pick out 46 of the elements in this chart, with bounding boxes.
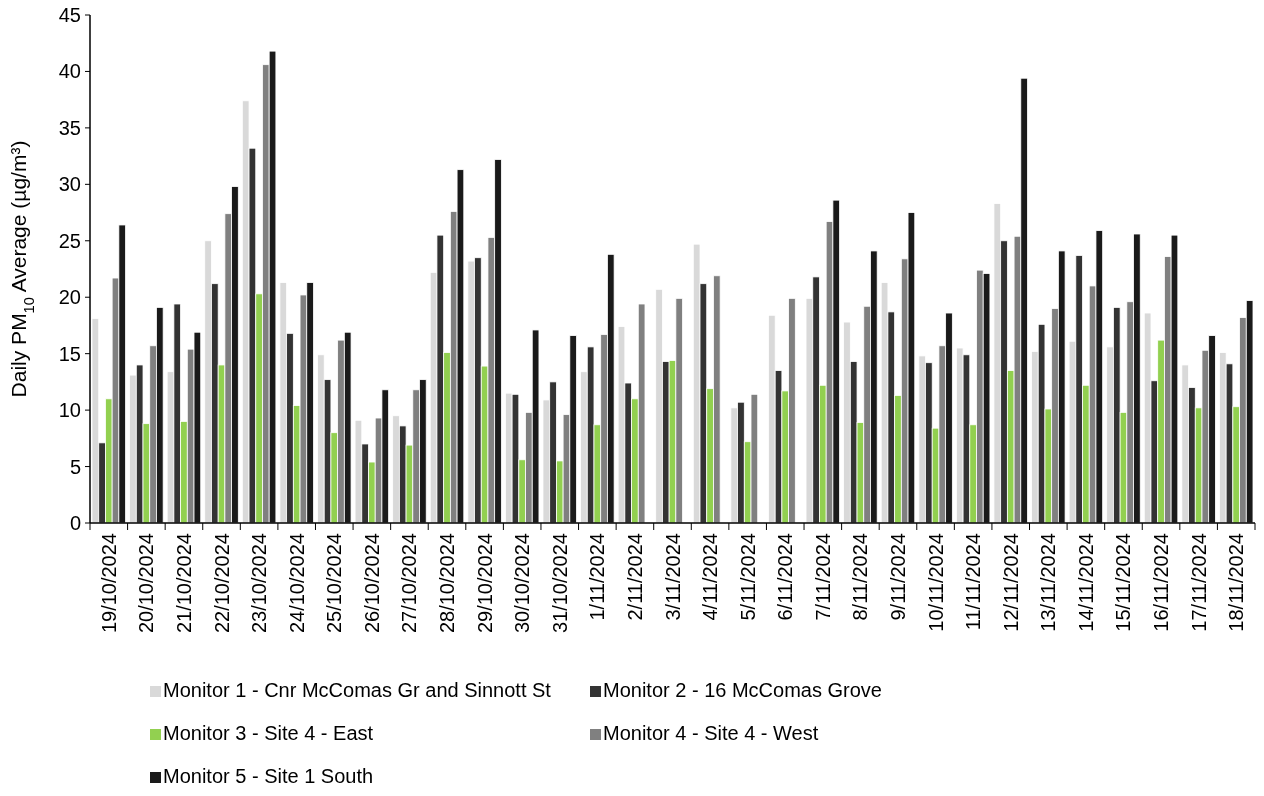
x-tick-label: 5/11/2024: [736, 533, 759, 621]
legend-label: Monitor 3 - Site 4 - East: [163, 722, 374, 744]
x-tick-label: 26/10/2024: [360, 533, 383, 634]
y-tick-label: 45: [58, 4, 81, 26]
x-tick-label: 14/11/2024: [1074, 533, 1097, 632]
x-tick-label: 28/10/2024: [436, 533, 459, 634]
y-tick-label: 25: [58, 229, 81, 252]
x-tick-label: 7/11/2024: [811, 533, 834, 621]
x-tick-label: 2/11/2024: [623, 533, 646, 621]
x-tick-label: 16/11/2024: [1150, 533, 1173, 632]
x-tick-label: 10/11/2024: [924, 533, 947, 632]
x-tick-label: 19/10/2024: [97, 533, 120, 634]
x-tick-label: 11/11/2024: [962, 533, 985, 631]
x-tick-label: 25/10/2024: [323, 533, 346, 634]
x-tick-label: 29/10/2024: [473, 533, 496, 634]
x-tick-label: 9/11/2024: [886, 533, 909, 621]
x-tick-label: 22/10/2024: [210, 533, 233, 634]
y-tick-label: 30: [58, 173, 81, 196]
x-tick-label: 4/11/2024: [699, 533, 722, 621]
legend-label: Monitor 2 - 16 McComas Grove: [603, 679, 882, 701]
legend-label: Monitor 5 - Site 1 South: [163, 765, 374, 787]
y-tick-label: 20: [58, 286, 81, 309]
x-tick-label: 13/11/2024: [1037, 533, 1060, 632]
y-tick-label: 5: [69, 455, 81, 478]
x-tick-label: 12/11/2024: [999, 533, 1022, 632]
x-tick-label: 1/11/2024: [586, 533, 609, 621]
y-tick-label: 0: [69, 512, 81, 534]
x-tick-label: 15/11/2024: [1112, 533, 1135, 632]
x-tick-label: 3/11/2024: [661, 533, 684, 621]
y-tick-label: 10: [58, 399, 81, 422]
x-tick-label: 18/11/2024: [1225, 533, 1248, 632]
y-tick-label: 40: [58, 60, 81, 83]
x-tick-label: 30/10/2024: [511, 533, 534, 634]
x-tick-label: 17/11/2024: [1187, 533, 1210, 632]
legend-label: Monitor 1 - Cnr McComas Gr and Sinnott St: [163, 679, 552, 701]
x-tick-label: 27/10/2024: [398, 533, 421, 634]
y-tick-label: 15: [58, 342, 81, 365]
x-tick-label: 6/11/2024: [774, 533, 797, 621]
y-tick-label: 35: [58, 116, 81, 139]
x-tick-label: 20/10/2024: [135, 533, 158, 634]
x-tick-label: 23/10/2024: [248, 533, 271, 634]
legend-label: Monitor 4 - Site 4 - West: [603, 722, 819, 744]
x-tick-label: 21/10/2024: [172, 533, 195, 634]
x-tick-label: 8/11/2024: [849, 533, 872, 621]
x-tick-label: 31/10/2024: [548, 533, 571, 634]
x-tick-label: 24/10/2024: [285, 533, 308, 634]
